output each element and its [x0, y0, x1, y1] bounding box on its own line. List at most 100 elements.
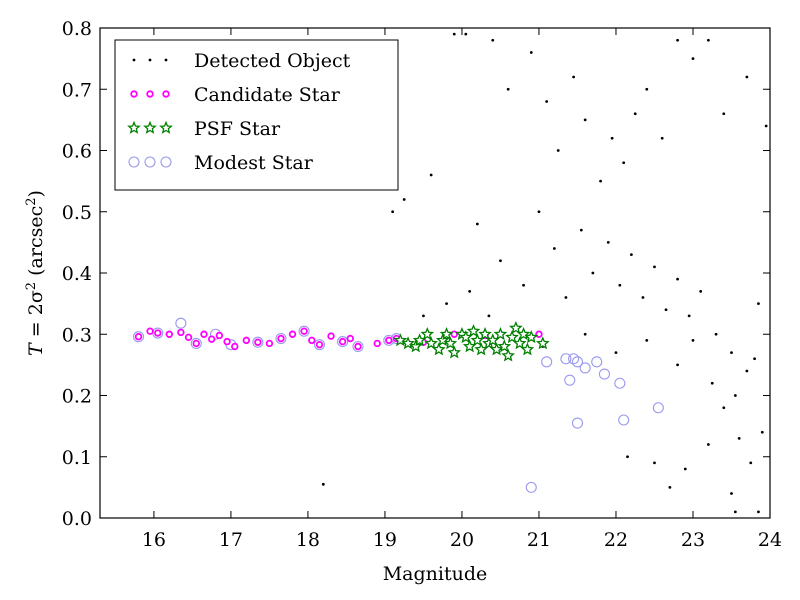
modest-star-point-26	[525, 481, 537, 493]
detected-object-point-24	[764, 124, 768, 128]
candidate-star-point-6	[192, 339, 200, 348]
candidate-star-point-20	[327, 332, 335, 340]
psf-star-point-29	[524, 330, 539, 344]
psf-star-point-9	[443, 336, 458, 350]
legend-detected-object-point-0	[132, 58, 136, 62]
detected-object-point-11	[572, 75, 576, 79]
y-tick-label: 0.3	[62, 324, 92, 346]
detected-object-point-2	[402, 198, 406, 201]
modest-star-point-22	[614, 377, 626, 389]
candidate-star-point-9	[215, 331, 224, 340]
detected-object-point-19	[676, 38, 679, 42]
detected-object-point-42	[714, 332, 718, 336]
modest-star-point-17	[568, 353, 580, 365]
detected-object-point-56	[706, 443, 710, 446]
detected-object-point-66	[645, 338, 649, 342]
modest-star-point-16	[564, 374, 576, 386]
psf-star-point-21	[493, 327, 508, 341]
detected-object-point-45	[757, 302, 760, 306]
detected-object-point-18	[660, 136, 664, 140]
y-tick-label: 0.1	[62, 447, 92, 469]
modest-star-point-9	[313, 339, 326, 351]
detected-object-point-36	[641, 296, 645, 299]
detected-object-point-25	[475, 222, 479, 226]
detected-object-point-52	[668, 485, 672, 489]
legend-psf-star-point-1	[143, 120, 157, 134]
candidate-star-point-11	[231, 342, 239, 351]
x-axis-title: Magnitude	[383, 563, 488, 585]
detected-object-point-39	[676, 277, 679, 281]
detected-object-point-67	[676, 363, 679, 367]
candidate-star-point-4	[177, 328, 185, 337]
detected-object-point-22	[722, 112, 726, 116]
x-tick-label: 18	[296, 529, 320, 551]
detected-object-point-59	[445, 302, 448, 306]
candidate-star-point-13	[254, 338, 262, 346]
legend-candidate-star-point-0	[130, 90, 138, 98]
modest-star-point-11	[352, 340, 364, 353]
candidate-star-point-17	[300, 327, 308, 335]
detected-object-point-61	[487, 314, 491, 318]
detected-object-point-47	[737, 436, 741, 440]
detected-object-point-65	[614, 351, 618, 355]
legend: Detected Object Candidate Star PSF Star Mod…	[114, 39, 399, 191]
modest-star-point-7	[275, 332, 287, 345]
psf-star-point-5	[424, 336, 438, 350]
detected-object-point-16	[633, 112, 637, 116]
detected-object-point-50	[733, 510, 737, 514]
candidate-star-point-21	[338, 337, 347, 346]
y-axis-title: T = 2σ2 (arcsec2)	[24, 190, 48, 356]
psf-star-point-10	[447, 345, 462, 359]
detected-object-point-23	[745, 75, 749, 79]
detected-object-point-40	[687, 314, 691, 318]
y-tick-label: 0.6	[62, 141, 92, 163]
detected-object-point-46	[722, 406, 726, 410]
candidate-star-point-8	[207, 335, 216, 343]
detected-object-point-9	[545, 100, 549, 103]
legend-psf-star-point-2	[159, 120, 173, 134]
candidate-star-point-24	[373, 339, 381, 348]
detected-object-point-31	[579, 228, 583, 232]
x-tick-label: 16	[142, 529, 166, 551]
detected-object-point-0	[321, 482, 325, 486]
modest-star-point-23	[618, 414, 630, 426]
candidate-star-point-22	[346, 334, 354, 343]
psf-star-point-14	[466, 323, 481, 338]
candidate-star-point-19	[315, 340, 324, 349]
detected-object-point-33	[606, 240, 610, 244]
legend-candidate-star-point-1	[146, 90, 154, 98]
y-tick-label: 0.0	[62, 508, 92, 530]
legend-label-psf-star: PSF Star	[194, 118, 281, 140]
x-tick-label: 22	[604, 529, 628, 551]
modest-star-point-10	[337, 336, 349, 348]
psf-star-point-17	[478, 327, 492, 341]
y-tick-label: 0.5	[62, 202, 92, 224]
y-tick-label: 0.2	[62, 386, 92, 408]
candidate-star-point-3	[165, 330, 174, 338]
detected-object-point-26	[499, 259, 502, 263]
x-tick-label: 23	[681, 529, 705, 551]
x-tick-label: 19	[373, 529, 397, 551]
detected-object-point-49	[730, 492, 733, 495]
legend-label-modest-star: Modest Star	[194, 152, 314, 174]
psf-star-point-20	[489, 342, 504, 356]
detected-object-point-15	[622, 161, 626, 165]
candidate-star-point-23	[354, 342, 362, 351]
candidate-star-point-0	[134, 333, 143, 341]
modest-star-point-14	[541, 356, 553, 368]
detected-object-point-68	[691, 338, 695, 342]
candidate-star-point-1	[146, 327, 154, 335]
candidate-star-point-7	[200, 330, 208, 338]
legend-candidate-star-point-2	[162, 90, 170, 98]
detected-object-point-20	[691, 57, 695, 61]
detected-object-point-64	[583, 332, 587, 336]
detected-object-point-41	[699, 289, 703, 293]
legend-label-detected-object: Detected Object	[194, 50, 351, 72]
detected-object-point-55	[683, 467, 687, 471]
psf-star-point-28	[520, 342, 535, 356]
candidate-star-point-15	[277, 334, 285, 343]
psf-star-point-2	[408, 339, 423, 353]
modest-star-point-15	[560, 353, 572, 365]
legend-label-candidate-star: Candidate Star	[194, 84, 341, 106]
detected-object-point-54	[626, 455, 629, 459]
